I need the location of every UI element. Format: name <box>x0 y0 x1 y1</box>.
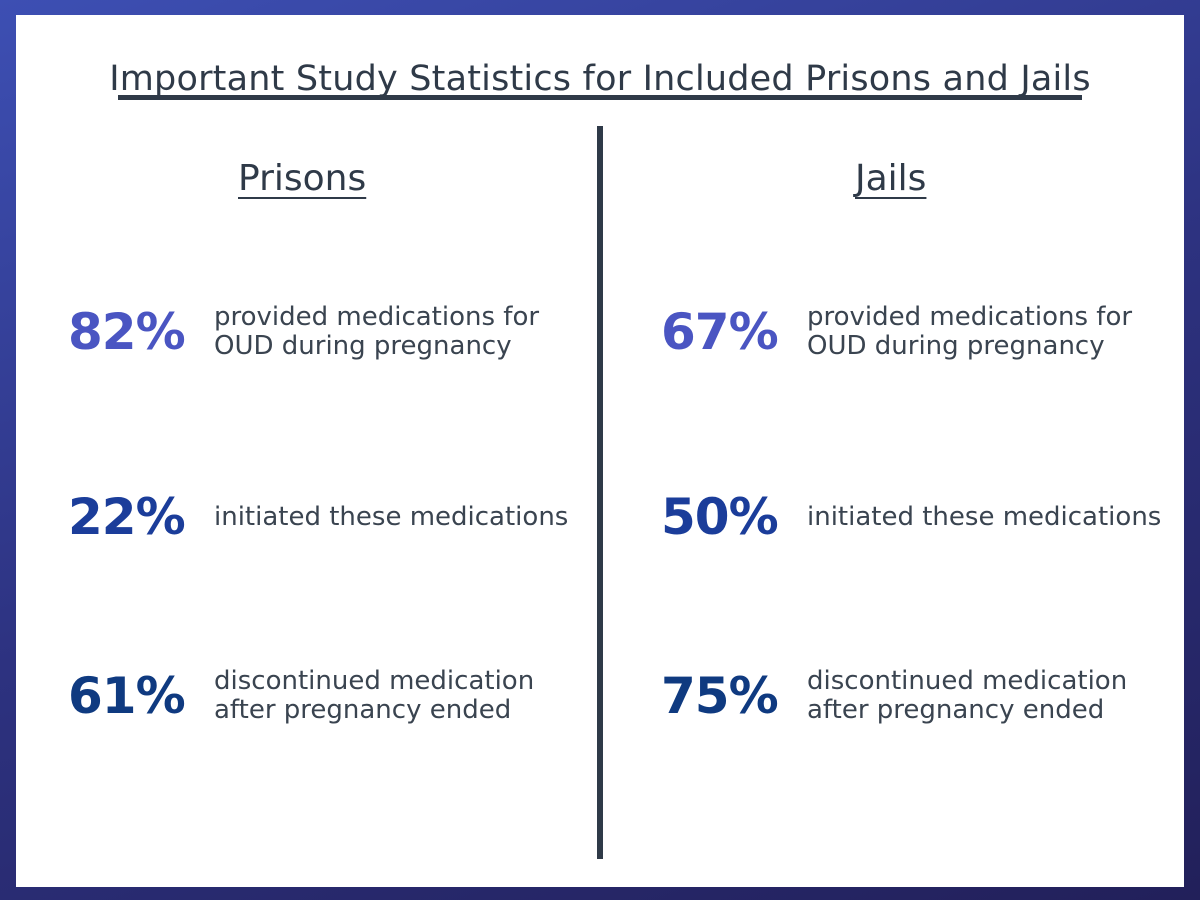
title-underline <box>118 95 1082 100</box>
prisons-stat-2: 22% initiated these medications <box>68 488 586 546</box>
prisons-stat-1: 82% provided medications for OUD during … <box>68 302 586 362</box>
stat-description: discontinued medication after pregnancy … <box>214 666 535 725</box>
infographic-card: Important Study Statistics for Included … <box>16 15 1184 887</box>
stat-percent: 67% <box>661 303 779 361</box>
stat-percent: 75% <box>661 667 779 725</box>
jails-stat-3: 75% discontinued medication after pregna… <box>661 666 1179 726</box>
stat-description: initiated these medications <box>214 501 569 532</box>
stat-description: provided medications for OUD during preg… <box>807 302 1133 361</box>
stat-percent: 22% <box>68 488 186 546</box>
stat-description: provided medications for OUD during preg… <box>214 302 540 361</box>
stat-description: discontinued medication after pregnancy … <box>807 666 1128 725</box>
column-divider <box>597 126 603 859</box>
page-title: Important Study Statistics for Included … <box>109 59 1091 99</box>
prisons-heading: Prisons <box>238 158 367 199</box>
prisons-stat-3: 61% discontinued medication after pregna… <box>68 666 586 726</box>
stat-percent: 82% <box>68 303 186 361</box>
jails-stat-1: 67% provided medications for OUD during … <box>661 302 1179 362</box>
stat-percent: 50% <box>661 488 779 546</box>
jails-stat-2: 50% initiated these medications <box>661 488 1179 546</box>
stat-description: initiated these medications <box>807 501 1162 532</box>
jails-heading: Jails <box>855 158 927 199</box>
stat-percent: 61% <box>68 667 186 725</box>
